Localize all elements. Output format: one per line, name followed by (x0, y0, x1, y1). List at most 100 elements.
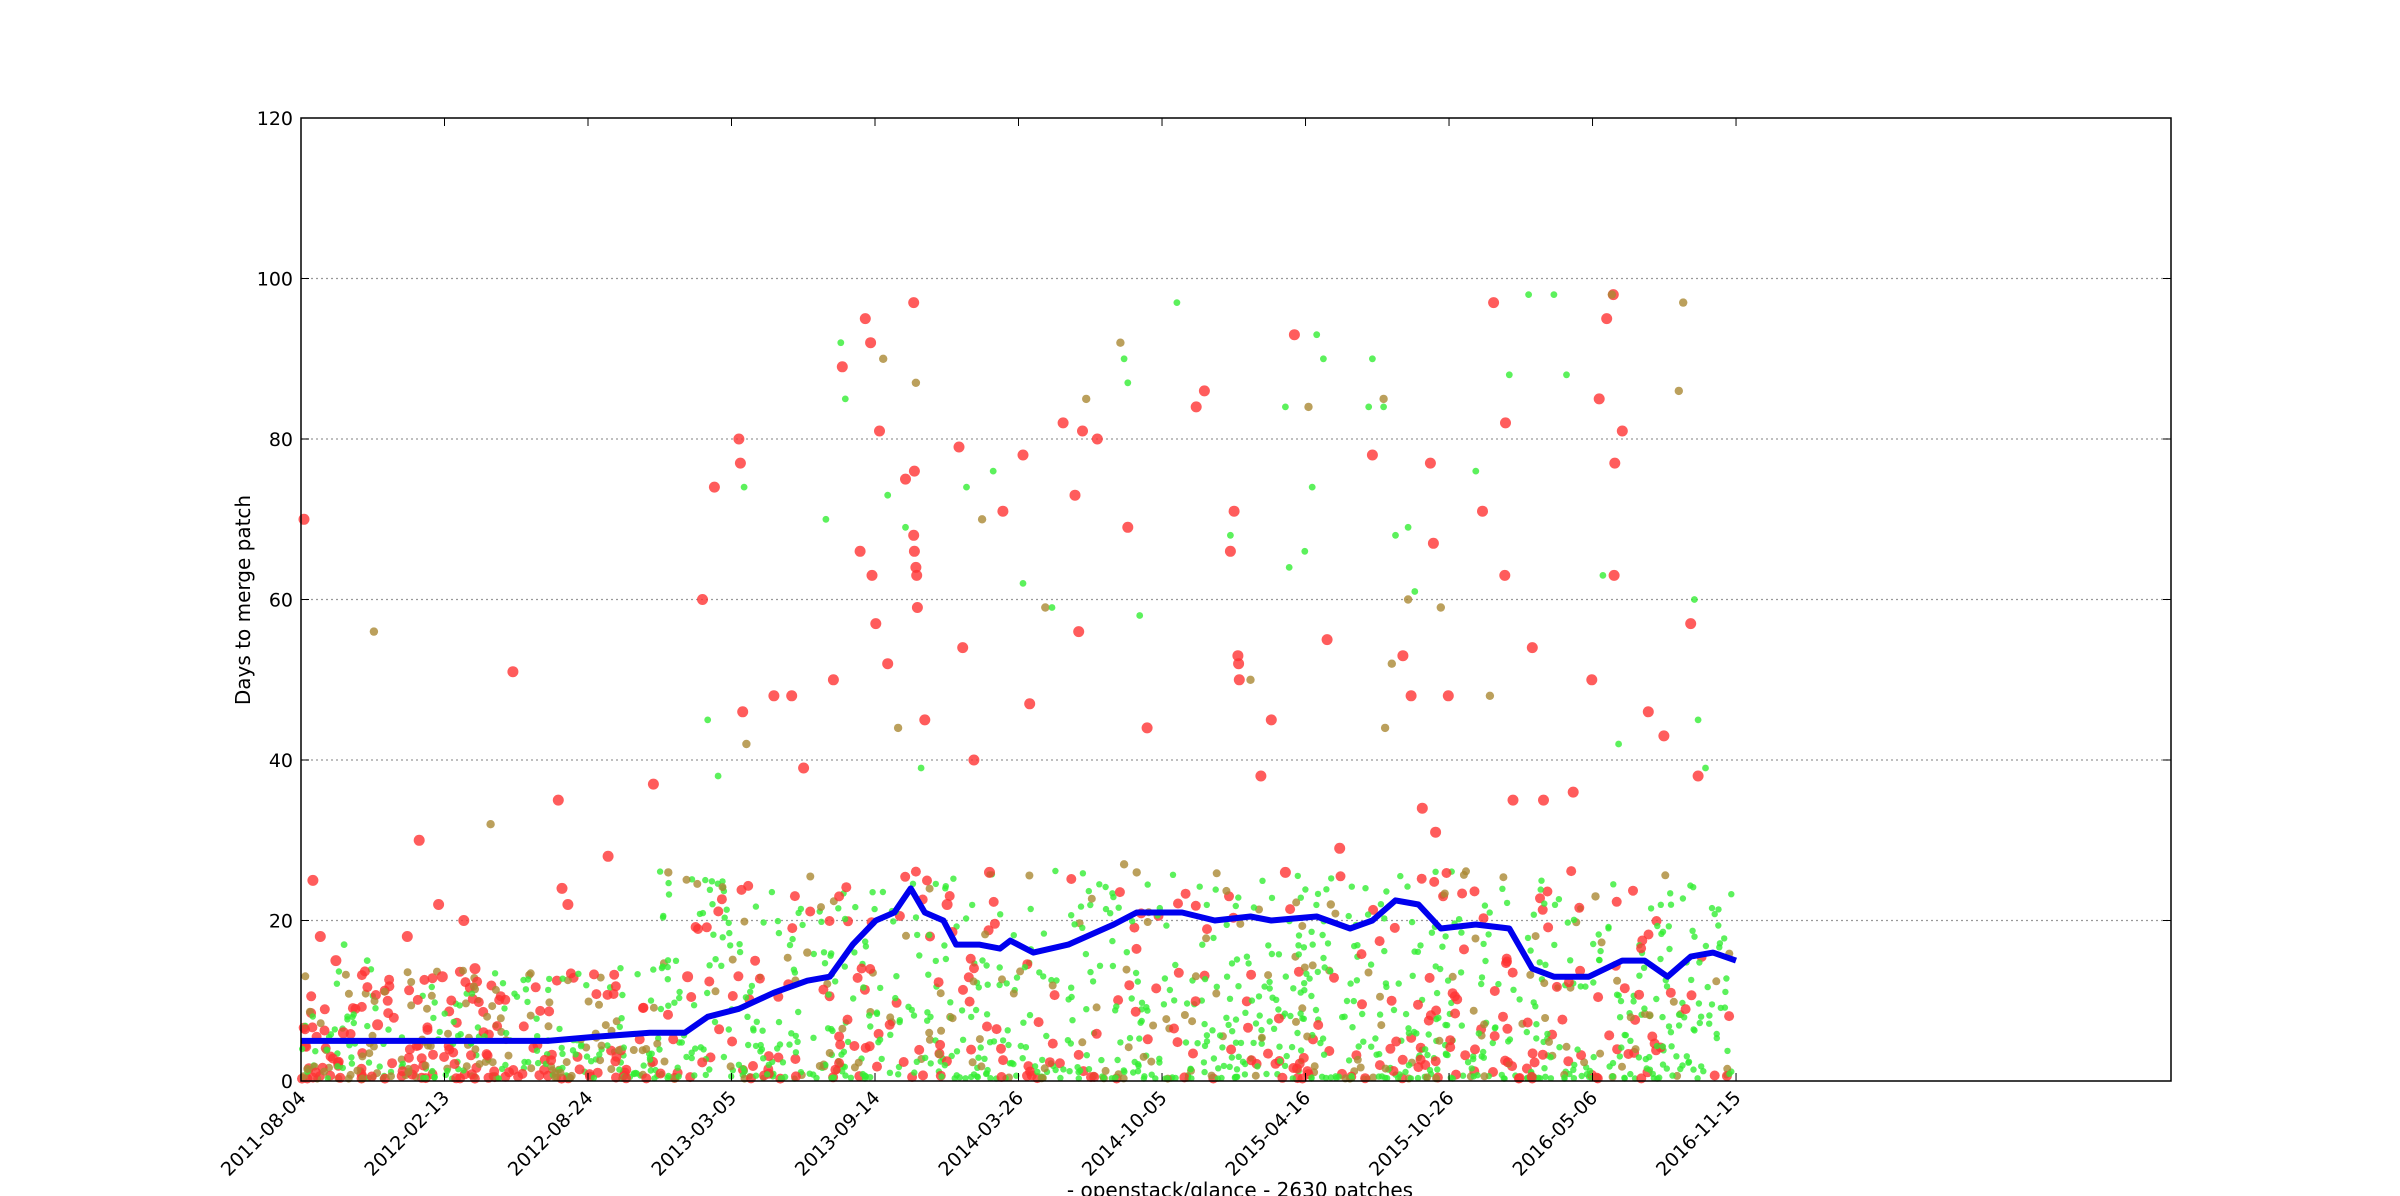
data-point (783, 953, 792, 962)
data-point (1287, 1012, 1294, 1020)
data-point (1263, 1070, 1270, 1078)
data-point (835, 905, 842, 912)
data-point (1069, 1017, 1076, 1024)
data-point (1264, 971, 1273, 980)
data-point (1227, 531, 1234, 539)
data-point (865, 964, 876, 974)
data-point (905, 1003, 912, 1010)
data-point (545, 998, 554, 1007)
data-point (1426, 1066, 1434, 1074)
data-point (1377, 1021, 1386, 1030)
data-point (1445, 1035, 1456, 1046)
data-point (1482, 957, 1489, 965)
data-point (1723, 975, 1730, 982)
data-point (1134, 978, 1142, 985)
data-point (619, 991, 626, 999)
data-point (1087, 894, 1096, 903)
data-point (736, 948, 744, 956)
data-point (1540, 979, 1549, 988)
data-point (1053, 977, 1060, 984)
data-point (908, 297, 920, 309)
data-point (892, 994, 899, 1002)
data-point (895, 1071, 902, 1078)
data-point (916, 952, 923, 959)
data-point (646, 1056, 654, 1063)
data-point (870, 618, 882, 630)
data-point (427, 991, 436, 1000)
data-point (925, 1028, 934, 1037)
data-point (1077, 425, 1088, 437)
data-point (911, 1069, 918, 1076)
data-point (333, 980, 341, 987)
data-point (1200, 1059, 1208, 1066)
data-point (428, 983, 435, 991)
data-point (552, 794, 564, 806)
data-point (706, 962, 713, 969)
data-point (908, 465, 920, 477)
data-point (368, 1031, 377, 1040)
data-point (1433, 1015, 1440, 1023)
data-point (1575, 965, 1586, 976)
data-point (1203, 1032, 1211, 1039)
data-point (1263, 1048, 1273, 1059)
data-point (787, 923, 798, 934)
data-point (1258, 1026, 1265, 1034)
data-point (1505, 371, 1513, 379)
data-point (1163, 922, 1170, 929)
data-point (740, 483, 748, 491)
data-point (621, 1073, 632, 1084)
data-point (1212, 989, 1221, 998)
data-point (1506, 1036, 1514, 1043)
data-point (1659, 1013, 1666, 1021)
data-point (634, 1034, 645, 1045)
data-point (1362, 885, 1369, 892)
y-tick-label: 100 (257, 269, 293, 291)
data-point (683, 1053, 690, 1061)
data-point (936, 989, 945, 998)
data-point (444, 1067, 451, 1075)
data-point (629, 1046, 638, 1054)
data-point (958, 1007, 966, 1014)
data-point (873, 1010, 881, 1017)
data-point (1369, 1073, 1378, 1082)
data-point (376, 1063, 383, 1070)
data-point (1201, 1020, 1208, 1028)
data-point (1457, 888, 1468, 899)
data-point (1288, 1043, 1296, 1051)
data-point (647, 997, 655, 1004)
data-point (299, 1045, 306, 1053)
data-point (429, 1067, 436, 1075)
data-point (1294, 872, 1302, 880)
data-point (1308, 992, 1315, 1000)
data-point (805, 906, 816, 917)
data-point (1495, 980, 1502, 988)
data-point (1143, 918, 1152, 926)
data-point (1187, 1066, 1195, 1073)
data-point (671, 999, 678, 1006)
data-point (387, 1072, 395, 1081)
data-point (1022, 1044, 1030, 1051)
data-point (610, 981, 621, 992)
data-point (1077, 1067, 1084, 1074)
data-point (1643, 929, 1654, 940)
data-point (1468, 1065, 1475, 1072)
data-point (1331, 909, 1340, 918)
data-point (922, 1054, 929, 1062)
data-point (1353, 977, 1361, 984)
data-point (1306, 975, 1313, 982)
data-point (862, 943, 870, 950)
data-point (1409, 972, 1416, 979)
data-point (1524, 934, 1532, 942)
data-point (1066, 1068, 1073, 1075)
data-point (1526, 970, 1535, 979)
data-point (815, 1062, 824, 1070)
data-point (1470, 1055, 1477, 1063)
data-point (1367, 961, 1375, 968)
data-point (824, 1025, 832, 1032)
data-point (641, 1073, 652, 1084)
data-point (1381, 947, 1388, 955)
data-point (922, 875, 932, 886)
data-point (426, 1042, 435, 1050)
data-point (1130, 1069, 1137, 1076)
data-point (1667, 890, 1674, 897)
